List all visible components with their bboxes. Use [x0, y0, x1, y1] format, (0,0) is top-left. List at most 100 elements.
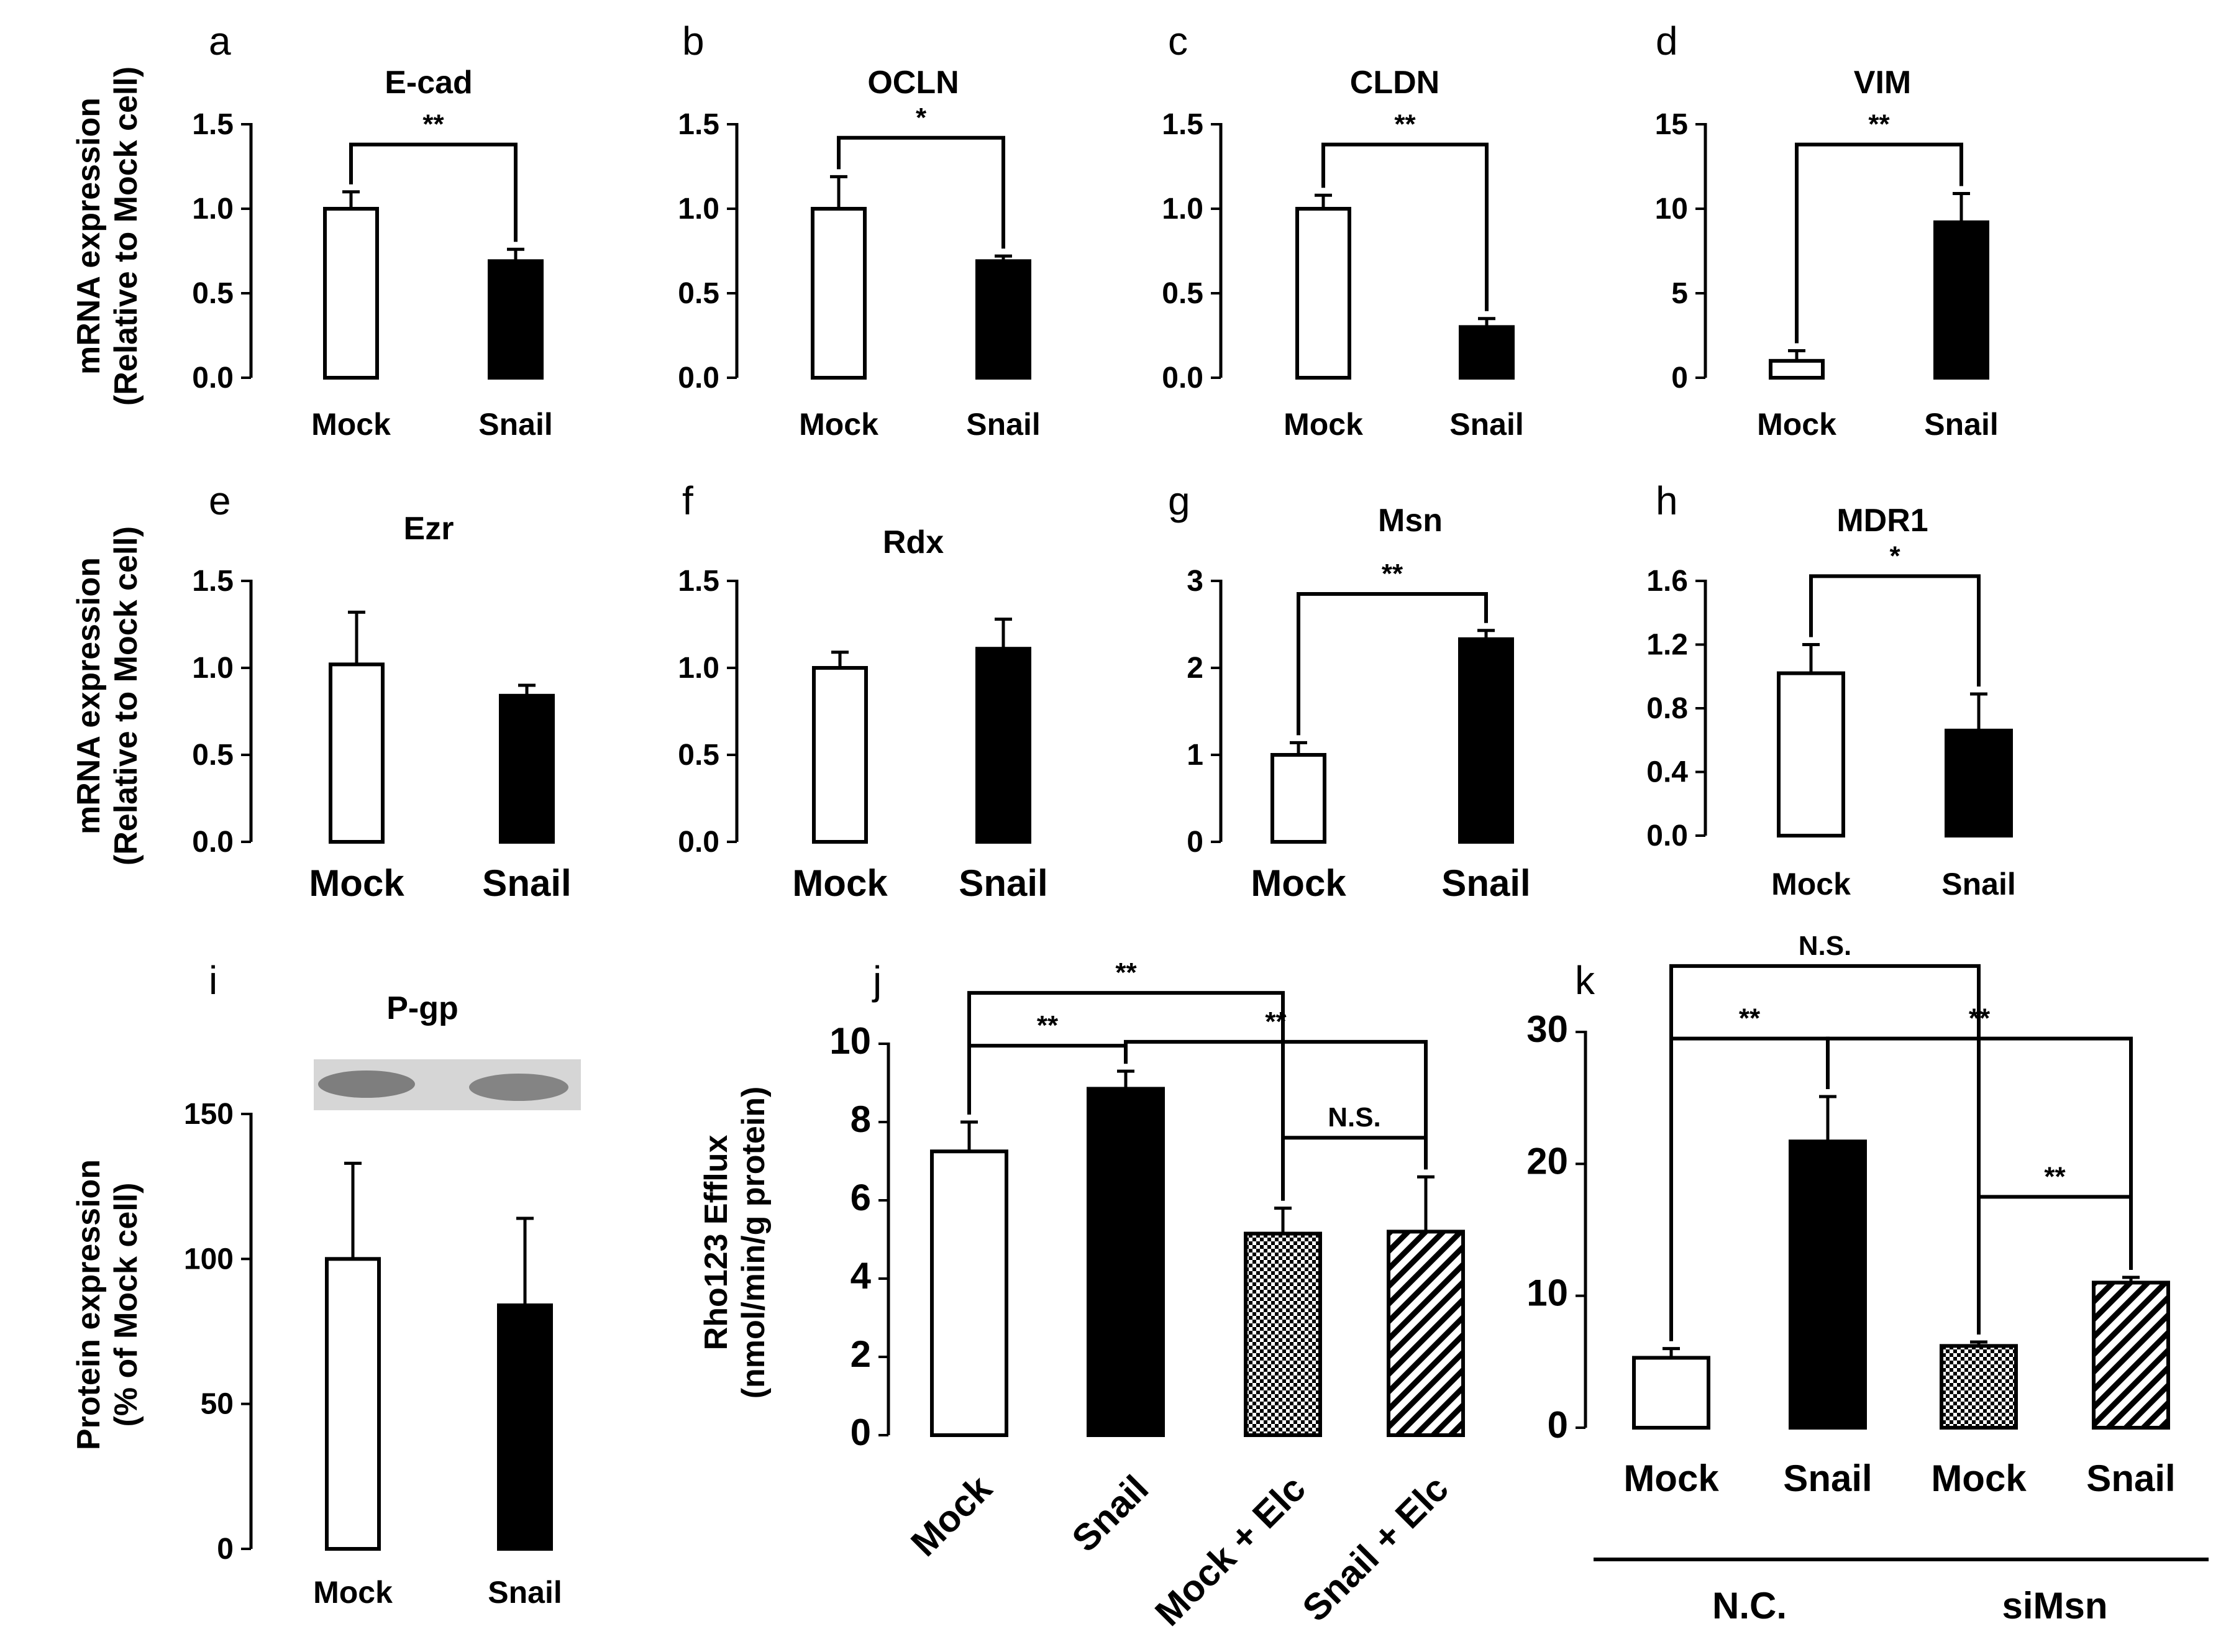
bar — [488, 259, 544, 380]
bar — [1940, 1344, 2018, 1430]
bar — [1933, 220, 1989, 380]
x-tick-label: Mock — [1757, 407, 1836, 442]
panel-h: h MDR1 0.0 0.4 0.8 1.2 1.6 Mock Snail * — [1646, 478, 2015, 901]
y-tick-label: 0 — [1671, 362, 1688, 395]
significance-label: ** — [1382, 559, 1403, 589]
y-tick-label: 30 — [1526, 1008, 1568, 1050]
x-tick-label: Snail — [1941, 867, 2015, 901]
panel-i: i P-gp 0 50 100 150 Protein expression (% of Mo… — [71, 958, 562, 1610]
y-tick-label: 8 — [851, 1098, 871, 1140]
chart-title: CLDN — [1350, 65, 1439, 101]
x-tick-label: Mock — [1284, 407, 1363, 442]
y-label-line: (nmol/min/g protein) — [736, 1087, 772, 1399]
x-tick-label: Snail — [1441, 862, 1530, 904]
significance-label: ** — [422, 109, 444, 140]
y-tick-label: 5 — [1671, 277, 1688, 310]
panel-label: j — [872, 958, 882, 1003]
bar — [930, 1149, 1008, 1437]
chart-title: P-gp — [386, 990, 458, 1026]
significance-bracket — [1297, 592, 1488, 736]
bar — [975, 647, 1031, 844]
significance-bracket — [1795, 142, 1963, 344]
y-tick-label: 0.0 — [192, 826, 234, 859]
y-axis-label: mRNA expression (Relative to Mock cell) — [71, 526, 144, 865]
x-tick-label: Snail — [1449, 407, 1523, 442]
significance-label: ** — [1739, 1003, 1761, 1034]
y-label-line: (Relative to Mock cell) — [108, 66, 144, 406]
y-tick-label: 2 — [1187, 652, 1203, 685]
y-tick-label: 0.8 — [1646, 692, 1688, 725]
significance-bracket — [349, 142, 518, 242]
y-tick-label: 0 — [1187, 826, 1203, 859]
bar — [811, 207, 867, 380]
panel-label: g — [1168, 478, 1190, 523]
y-tick-label: 0 — [851, 1412, 871, 1453]
bar — [812, 666, 868, 844]
significance-label: * — [916, 103, 927, 133]
panel-f: f Rdx 0.0 0.5 1.0 1.5 Mock Snail — [678, 478, 1047, 904]
significance-label: N.S. — [1799, 931, 1852, 961]
significance-bracket — [1124, 1039, 1428, 1170]
y-tick-label: 1.0 — [192, 193, 234, 226]
y-tick-label: 10 — [1655, 193, 1688, 226]
x-tick-label: Snail — [488, 1575, 562, 1610]
bar — [499, 693, 555, 844]
significance-label: ** — [1394, 109, 1416, 140]
y-tick-label: 3 — [1187, 565, 1203, 598]
y-tick-label: 1.0 — [192, 652, 234, 685]
significance-label: ** — [2044, 1161, 2066, 1192]
bar — [1244, 1231, 1322, 1438]
significance-bracket — [967, 991, 1285, 1201]
panel-label: b — [682, 19, 705, 63]
chart-title: MDR1 — [1836, 503, 1928, 539]
blot-band-snail — [469, 1074, 568, 1101]
panel-label: k — [1575, 958, 1595, 1003]
bar — [1632, 1356, 1710, 1430]
x-tick-label: Mock — [1931, 1458, 2027, 1499]
panel-j: j 0 2 4 6 8 10 Rho123 Efflux (nmol/min/g protein… — [698, 957, 1465, 1634]
x-tick-label: Snail — [478, 407, 552, 442]
bar — [1270, 753, 1326, 844]
group-label: N.C. — [1712, 1585, 1787, 1627]
y-tick-label: 1.5 — [192, 565, 234, 598]
bar — [323, 207, 379, 380]
x-tick-label: Snail — [966, 407, 1040, 442]
y-tick-label: 1.5 — [678, 565, 719, 598]
panel-label: e — [209, 478, 231, 523]
x-tick-label: Mock — [799, 407, 878, 442]
x-tick-label: Mock — [309, 862, 404, 904]
bar — [1945, 728, 2013, 837]
panel-e: e Ezr 0.0 0.5 1.0 1.5 mRNA expression (Relative… — [71, 478, 572, 904]
panel-label: f — [682, 478, 693, 523]
panel-d: d VIM 0 5 10 15 Mock Snail ** — [1655, 19, 1999, 442]
y-label-line: (Relative to Mock cell) — [108, 526, 144, 865]
y-tick-label: 0.5 — [192, 277, 234, 310]
y-axis-label: Rho123 Efflux (nmol/min/g protein) — [698, 1087, 772, 1399]
y-tick-label: 4 — [851, 1255, 872, 1297]
bar — [325, 1257, 381, 1551]
y-tick-label: 1.5 — [1162, 108, 1203, 141]
x-tick-label: Snail — [482, 862, 571, 904]
y-tick-label: 1.6 — [1646, 565, 1688, 598]
significance-bracket — [1809, 574, 1981, 687]
bar — [1459, 325, 1515, 380]
significance-label: ** — [1868, 109, 1890, 140]
y-tick-label: 0 — [217, 1533, 234, 1566]
x-tick-label: Mock — [792, 862, 888, 904]
y-tick-label: 1.0 — [1162, 193, 1203, 226]
y-tick-label: 0.0 — [678, 362, 719, 395]
bar — [1387, 1230, 1465, 1438]
y-label-line: (% of Mock cell) — [108, 1183, 144, 1427]
y-label-line: mRNA expression — [71, 557, 107, 834]
x-tick-label: Mock + Elc — [1147, 1467, 1313, 1634]
significance-bracket — [1321, 142, 1489, 311]
significance-label: * — [1889, 541, 1900, 571]
y-tick-label: 1 — [1187, 739, 1203, 772]
group-label: siMsn — [2002, 1585, 2107, 1627]
bar — [1769, 358, 1825, 380]
y-tick-label: 100 — [184, 1243, 234, 1276]
panel-label: h — [1656, 478, 1678, 523]
x-tick-label: Snail — [1924, 407, 1998, 442]
y-tick-label: 20 — [1526, 1140, 1568, 1182]
